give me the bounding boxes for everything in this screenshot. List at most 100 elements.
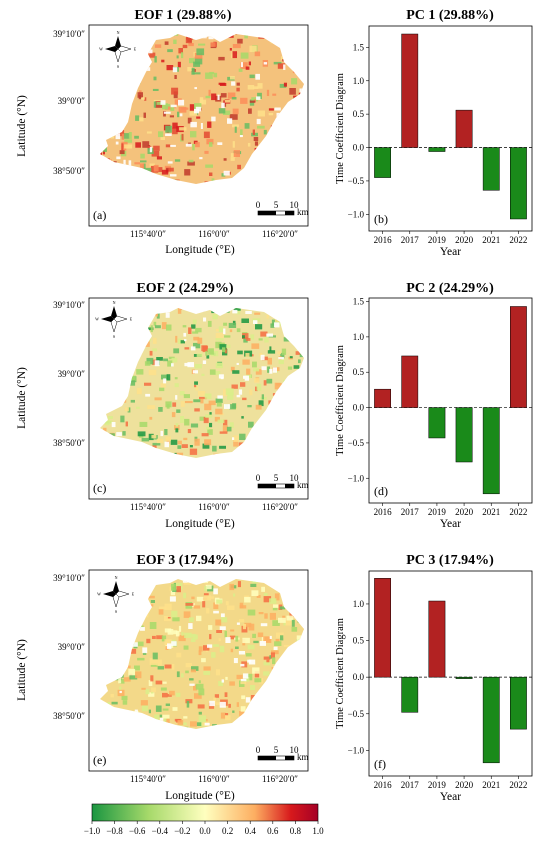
x-tick-label: 2016 [374,507,393,517]
raster-cell [96,118,99,124]
raster-cell [161,59,165,63]
raster-cell [208,183,214,184]
raster-cell [103,643,111,648]
raster-cell [100,79,103,83]
raster-cell [163,716,167,723]
raster-cell [270,703,276,707]
raster-cell [209,369,216,375]
raster-cell [253,86,259,89]
raster-cell [270,313,275,317]
raster-cell [183,437,188,441]
raster-cell [175,335,178,343]
raster-cell [183,645,189,650]
raster-cell [108,420,113,424]
raster-cell [278,358,284,365]
raster-gap [183,332,187,337]
raster-cell [238,442,244,449]
raster-cell [110,69,115,76]
raster-cell [241,695,246,700]
raster-cell [116,674,124,678]
raster-cell [185,670,189,674]
raster-cell [248,421,254,428]
compass-n: N [117,30,120,35]
raster-cell [111,701,118,705]
raster-cell [232,370,240,374]
raster-cell [263,380,267,386]
raster-cell [171,664,175,670]
raster-cell [209,412,212,415]
raster-cell [221,617,228,623]
compass-s: S [115,609,117,614]
x-tick-label: 2017 [401,235,420,245]
raster-cell [230,153,237,158]
raster-cell [223,419,228,426]
raster-cell [186,700,190,708]
raster-cell [166,459,168,464]
y-tick-label: 0.0 [353,143,365,153]
raster-cell [301,683,304,688]
raster-cell [218,56,225,61]
raster-gap [104,29,108,31]
raster-cell [153,76,157,81]
raster-cell [119,396,127,403]
raster-gap [288,386,294,389]
raster-cell [205,719,208,722]
raster-cell [288,728,296,729]
raster-cell [121,183,128,184]
raster-cell [180,308,186,310]
raster-cell [213,579,216,581]
lat-tick: 38°50′0″ [53,711,85,721]
raster-cell [105,706,109,712]
raster-cell [293,97,297,102]
raster-cell [161,374,168,380]
raster-cell [105,120,114,128]
raster-cell [258,162,261,167]
raster-cell [206,355,210,359]
raster-cell [261,701,269,704]
raster-gap [164,441,169,448]
raster-cell [118,171,126,174]
raster-cell [226,426,232,432]
bar [482,147,500,191]
raster-cell [148,369,157,376]
raster-cell [160,687,167,691]
raster-cell [126,64,129,71]
raster-gap [257,456,263,458]
raster-cell [216,34,221,36]
raster-cell [100,39,105,45]
raster-cell [205,308,209,311]
raster-cell [301,308,304,313]
raster-cell [211,93,217,101]
raster-cell [269,346,272,352]
raster-cell [288,705,292,711]
raster-gap [287,377,292,382]
raster-cell [205,72,213,79]
raster-gap [180,457,185,458]
raster-cell [234,126,237,133]
raster-cell [175,423,179,427]
raster-cell [190,423,199,428]
raster-cell [263,129,267,135]
raster-cell [210,42,216,47]
panel-label-c: (c) [93,481,106,495]
raster-cell [278,319,286,322]
raster-cell [188,327,192,334]
raster-cell [299,73,303,79]
raster-cell [270,683,277,690]
raster-cell [294,442,301,447]
raster-gap [202,360,207,364]
raster-cell [122,431,126,436]
bar [482,407,500,495]
raster-cell [214,28,219,33]
raster-cell [109,94,114,98]
raster-cell [190,131,197,138]
raster-cell [299,383,304,390]
raster-cell [289,455,296,458]
raster-cell [118,612,124,619]
raster-cell [242,333,249,339]
y-tick-label: 0.5 [353,109,365,119]
raster-cell [110,724,115,728]
raster-cell [161,322,167,330]
raster-gap [190,121,197,128]
raster-cell [119,150,125,155]
